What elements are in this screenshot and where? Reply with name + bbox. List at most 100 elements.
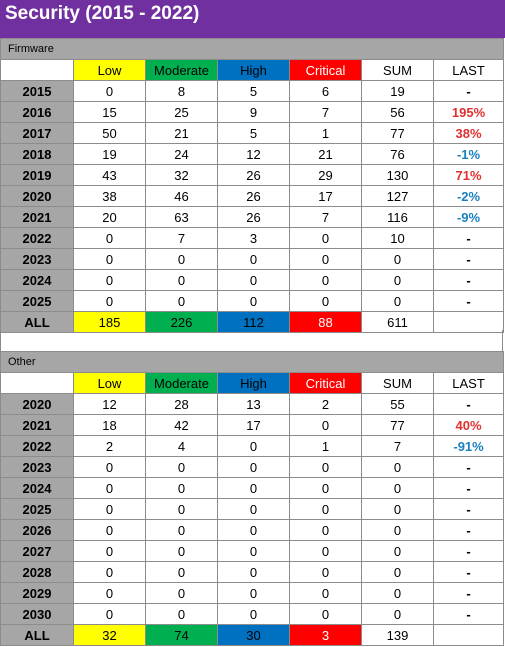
high-cell[interactable]: 9 <box>217 101 290 123</box>
low-cell[interactable]: 0 <box>73 227 146 249</box>
sum-cell[interactable]: 7 <box>361 435 434 457</box>
total-sum[interactable]: 139 <box>361 624 434 646</box>
sum-cell[interactable]: 76 <box>361 143 434 165</box>
year-cell[interactable]: 2017 <box>0 122 74 144</box>
critical-cell[interactable]: 2 <box>289 393 362 415</box>
critical-cell[interactable]: 0 <box>289 498 362 520</box>
year-cell[interactable]: 2019 <box>0 164 74 186</box>
moderate-cell[interactable]: 0 <box>145 540 218 562</box>
moderate-cell[interactable]: 25 <box>145 101 218 123</box>
total-label[interactable]: ALL <box>0 624 74 646</box>
corner-cell[interactable] <box>0 59 74 81</box>
header-sum[interactable]: SUM <box>361 59 434 81</box>
last-cell[interactable]: -91% <box>432 435 505 457</box>
sum-cell[interactable]: 0 <box>361 540 434 562</box>
year-cell[interactable]: 2030 <box>0 603 74 625</box>
critical-cell[interactable]: 0 <box>289 290 362 312</box>
last-cell[interactable]: -2% <box>432 185 505 207</box>
low-cell[interactable]: 2 <box>73 435 146 457</box>
critical-cell[interactable]: 7 <box>289 206 362 228</box>
critical-cell[interactable]: 0 <box>289 248 362 270</box>
total-low[interactable]: 32 <box>73 624 146 646</box>
year-cell[interactable]: 2028 <box>0 561 74 583</box>
year-cell[interactable]: 2020 <box>0 393 74 415</box>
sum-cell[interactable]: 0 <box>361 456 434 478</box>
high-cell[interactable]: 26 <box>217 185 290 207</box>
low-cell[interactable]: 38 <box>73 185 146 207</box>
moderate-cell[interactable]: 0 <box>145 269 218 291</box>
last-cell[interactable]: -9% <box>432 206 505 228</box>
critical-cell[interactable]: 0 <box>289 269 362 291</box>
total-last[interactable] <box>432 624 505 646</box>
last-cell[interactable]: 195% <box>432 101 505 123</box>
moderate-cell[interactable]: 0 <box>145 519 218 541</box>
critical-cell[interactable]: 0 <box>289 603 362 625</box>
high-cell[interactable]: 0 <box>217 456 290 478</box>
sum-cell[interactable]: 77 <box>361 122 434 144</box>
high-cell[interactable]: 0 <box>217 582 290 604</box>
high-cell[interactable]: 5 <box>217 122 290 144</box>
moderate-cell[interactable]: 0 <box>145 456 218 478</box>
high-cell[interactable]: 0 <box>217 519 290 541</box>
total-high[interactable]: 112 <box>217 311 290 333</box>
low-cell[interactable]: 0 <box>73 519 146 541</box>
year-cell[interactable]: 2018 <box>0 143 74 165</box>
last-cell[interactable]: - <box>432 498 505 520</box>
total-last[interactable] <box>432 311 505 333</box>
critical-cell[interactable]: 6 <box>289 80 362 102</box>
sum-cell[interactable]: 0 <box>361 561 434 583</box>
total-critical[interactable]: 3 <box>289 624 362 646</box>
last-cell[interactable]: - <box>432 561 505 583</box>
header-high[interactable]: High <box>217 372 290 394</box>
critical-cell[interactable]: 0 <box>289 519 362 541</box>
header-low[interactable]: Low <box>73 372 146 394</box>
moderate-cell[interactable]: 0 <box>145 561 218 583</box>
high-cell[interactable]: 26 <box>217 206 290 228</box>
sum-cell[interactable]: 0 <box>361 582 434 604</box>
last-cell[interactable]: - <box>432 80 505 102</box>
header-moderate[interactable]: Moderate <box>145 372 218 394</box>
moderate-cell[interactable]: 0 <box>145 290 218 312</box>
year-cell[interactable]: 2021 <box>0 206 74 228</box>
moderate-cell[interactable]: 4 <box>145 435 218 457</box>
last-cell[interactable]: - <box>432 393 505 415</box>
moderate-cell[interactable]: 24 <box>145 143 218 165</box>
critical-cell[interactable]: 0 <box>289 456 362 478</box>
year-cell[interactable]: 2026 <box>0 519 74 541</box>
high-cell[interactable]: 26 <box>217 164 290 186</box>
last-cell[interactable]: - <box>432 603 505 625</box>
high-cell[interactable]: 0 <box>217 248 290 270</box>
sum-cell[interactable]: 0 <box>361 519 434 541</box>
low-cell[interactable]: 12 <box>73 393 146 415</box>
last-cell[interactable]: - <box>432 477 505 499</box>
sum-cell[interactable]: 0 <box>361 248 434 270</box>
low-cell[interactable]: 0 <box>73 498 146 520</box>
year-cell[interactable]: 2022 <box>0 435 74 457</box>
moderate-cell[interactable]: 63 <box>145 206 218 228</box>
sum-cell[interactable]: 19 <box>361 80 434 102</box>
sum-cell[interactable]: 127 <box>361 185 434 207</box>
low-cell[interactable]: 19 <box>73 143 146 165</box>
sum-cell[interactable]: 55 <box>361 393 434 415</box>
sum-cell[interactable]: 116 <box>361 206 434 228</box>
critical-cell[interactable]: 17 <box>289 185 362 207</box>
moderate-cell[interactable]: 0 <box>145 582 218 604</box>
header-sum[interactable]: SUM <box>361 372 434 394</box>
low-cell[interactable]: 43 <box>73 164 146 186</box>
high-cell[interactable]: 0 <box>217 540 290 562</box>
high-cell[interactable]: 0 <box>217 498 290 520</box>
moderate-cell[interactable]: 0 <box>145 603 218 625</box>
last-cell[interactable]: 71% <box>432 164 505 186</box>
sum-cell[interactable]: 0 <box>361 603 434 625</box>
high-cell[interactable]: 0 <box>217 290 290 312</box>
last-cell[interactable]: - <box>432 582 505 604</box>
last-cell[interactable]: 38% <box>432 122 505 144</box>
moderate-cell[interactable]: 21 <box>145 122 218 144</box>
year-cell[interactable]: 2016 <box>0 101 74 123</box>
header-critical[interactable]: Critical <box>289 372 362 394</box>
sum-cell[interactable]: 0 <box>361 477 434 499</box>
low-cell[interactable]: 0 <box>73 248 146 270</box>
moderate-cell[interactable]: 32 <box>145 164 218 186</box>
moderate-cell[interactable]: 7 <box>145 227 218 249</box>
low-cell[interactable]: 0 <box>73 603 146 625</box>
